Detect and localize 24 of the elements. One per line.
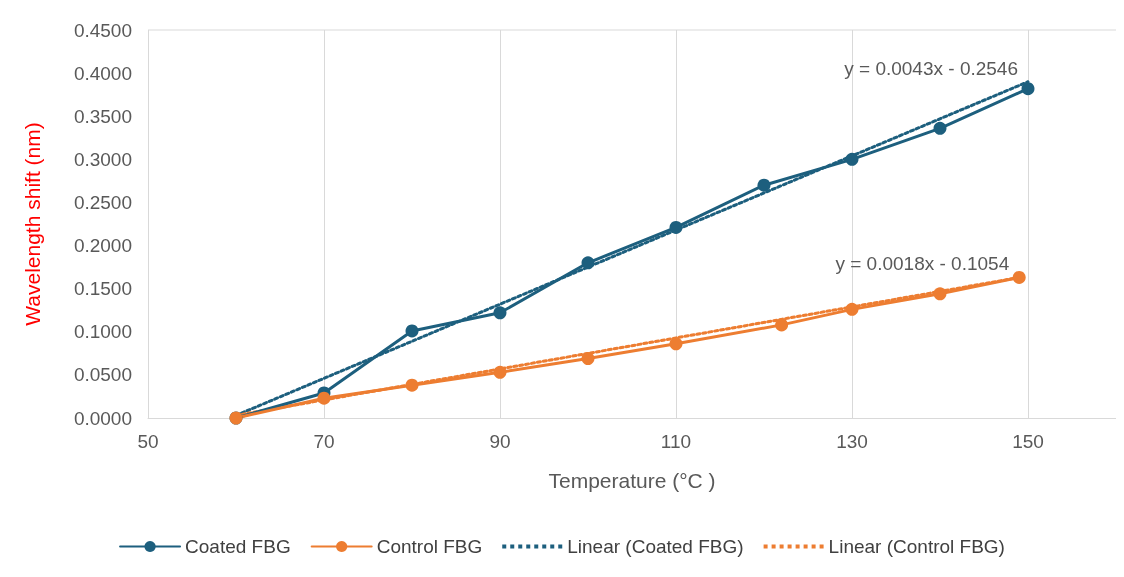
y-tick-label: 0.2500 [73,191,132,213]
x-tick-label: 130 [836,431,868,452]
y-tick-label: 0.3000 [73,148,132,170]
x-tick-label: 110 [660,431,692,452]
y-tick-label: 0.1000 [73,321,132,343]
y-tick-label: 0.4000 [73,62,132,84]
y-tick-label: 0.0000 [73,407,132,429]
legend-label: Linear (Coated FBG) [567,536,744,557]
y-tick-label: 0.1500 [73,278,132,300]
x-tick-label: 90 [489,431,511,452]
y-tick-label: 0.3500 [73,105,132,127]
x-tick-label: 70 [313,431,335,452]
y-tick-label: 0.4500 [73,19,132,41]
x-tick-label: 150 [1012,431,1044,452]
y-tick-label: 0.0500 [73,364,132,386]
legend-label: Control FBG [376,536,483,557]
x-tick-label: 50 [137,431,159,452]
y-axis-title: Wavelength shift (nm) [21,122,44,326]
annotation: y = 0.0043x - 0.2546 [844,57,1018,79]
x-axis-title: Temperature (°C ) [548,469,716,492]
annotation: y = 0.0018x - 0.1054 [835,253,1010,275]
legend-label: Coated FBG [185,536,291,557]
legend-label: Linear (Control FBG) [828,536,1005,557]
y-tick-label: 0.2000 [73,235,132,257]
